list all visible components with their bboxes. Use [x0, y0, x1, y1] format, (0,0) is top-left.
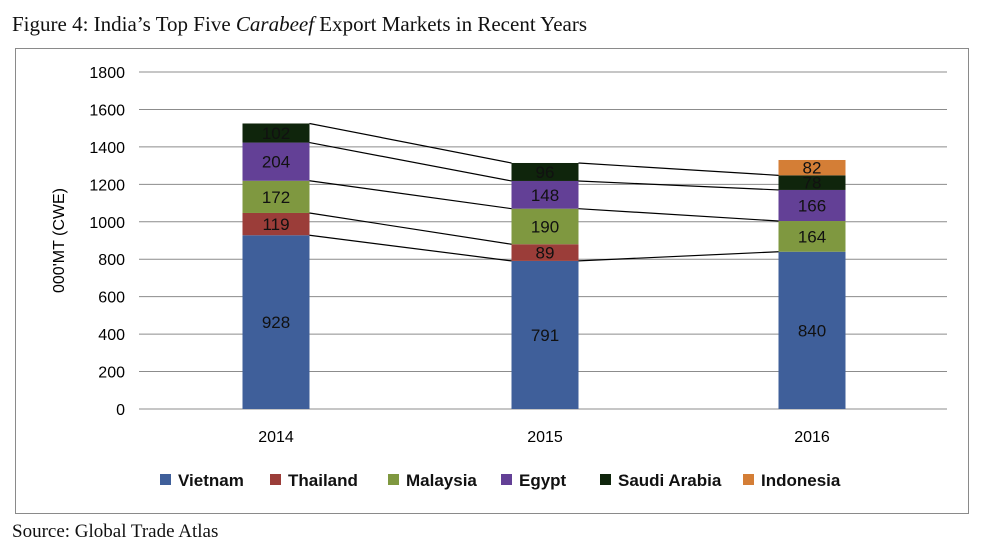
legend-swatch [160, 474, 171, 485]
data-label: 172 [262, 188, 290, 207]
connector-saudi-arabia [578, 162, 779, 176]
legend-label: Indonesia [761, 471, 841, 490]
legend: Vietnam Thailand Malaysia Egypt Saudi Arabia… [160, 471, 841, 490]
y-tick-label: 1400 [89, 140, 125, 157]
connector-egypt [309, 141, 512, 182]
data-label: 148 [531, 186, 559, 205]
x-tick-label: 2016 [794, 429, 830, 446]
data-label: 840 [798, 321, 826, 340]
bar-segment-thailand-2015 [511, 244, 579, 261]
axes: 0 200 400 600 800 1000 1200 1400 1600 1800 000'MT … [51, 65, 830, 446]
chart-frame [15, 48, 969, 514]
figure-source: Source: Global Trade Atlas [12, 521, 219, 542]
y-tick-label: 800 [98, 252, 125, 269]
data-label: 190 [531, 217, 559, 236]
legend-swatch [501, 474, 512, 485]
connector-malaysia [309, 180, 512, 210]
legend-swatch [600, 474, 611, 485]
data-label: 928 [262, 313, 290, 332]
data-label: 89 [536, 244, 555, 263]
y-tick-label: 200 [98, 365, 125, 382]
y-tick-label: 1200 [89, 177, 125, 194]
bar-segment-vietnam-2014 [242, 235, 310, 409]
bar-segment-saudi-arabia-2015 [511, 162, 579, 181]
connector-vietnam [578, 251, 779, 262]
data-label: 78 [803, 174, 822, 193]
connector-egypt [578, 180, 779, 191]
y-axis-title: 000'MT (CWE) [51, 188, 68, 293]
figure-title-suffix: Export Markets in Recent Years [314, 12, 587, 36]
bar-segment-saudi-arabia-2016 [778, 175, 846, 190]
series-connectors [309, 122, 779, 262]
figure-title-emphasis: Carabeef [235, 12, 315, 36]
data-label: 96 [536, 163, 555, 182]
bar-segment-vietnam-2015 [511, 260, 579, 409]
data-label: 204 [262, 153, 290, 172]
legend-label: Egypt [519, 471, 567, 490]
bar-segment-thailand-2014 [242, 212, 310, 236]
legend-label: Malaysia [406, 471, 477, 490]
bar-segment-saudi-arabia-2014 [242, 123, 310, 143]
bar-segment-indonesia-2016 [778, 159, 846, 176]
x-tick-label: 2015 [527, 429, 563, 446]
bar-segment-egypt-2015 [511, 180, 579, 209]
data-label: 102 [262, 124, 290, 143]
figure-title: Figure 4: India’s Top Five Carabeef Expo… [12, 12, 587, 37]
y-tick-label: 1600 [89, 102, 125, 119]
y-tick-label: 400 [98, 327, 125, 344]
legend-label: Saudi Arabia [618, 471, 722, 490]
legend-swatch [743, 474, 754, 485]
connector-thailand [309, 212, 512, 245]
legend-label: Vietnam [178, 471, 244, 490]
bar-segment-vietnam-2016 [778, 251, 846, 409]
y-tick-label: 0 [116, 402, 125, 419]
y-tick-label: 600 [98, 290, 125, 307]
data-label: 119 [262, 215, 289, 234]
bar-segment-malaysia-2016 [778, 221, 846, 252]
bar-segment-malaysia-2015 [511, 208, 579, 245]
data-labels: 928 119 172 204 102 791 89 190 148 96 840 164 166 788… [262, 124, 826, 345]
legend-swatch [270, 474, 281, 485]
data-label: 82 [803, 159, 822, 178]
bar-segment-malaysia-2014 [242, 180, 310, 213]
connector-saudi-arabia [309, 122, 512, 164]
x-tick-label: 2014 [258, 429, 294, 446]
bar-segment-egypt-2016 [778, 189, 846, 222]
data-label: 791 [531, 326, 559, 345]
bar-segment-egypt-2014 [242, 142, 310, 181]
legend-swatch [388, 474, 399, 485]
y-tick-label: 1800 [89, 65, 125, 82]
bars [242, 123, 846, 409]
figure-title-prefix: Figure 4: India’s Top Five [12, 12, 236, 36]
y-tick-label: 1000 [89, 215, 125, 232]
data-label: 166 [798, 196, 826, 215]
connector-vietnam [309, 234, 512, 262]
connector-malaysia [578, 208, 779, 222]
legend-label: Thailand [288, 471, 358, 490]
data-label: 164 [798, 227, 826, 246]
